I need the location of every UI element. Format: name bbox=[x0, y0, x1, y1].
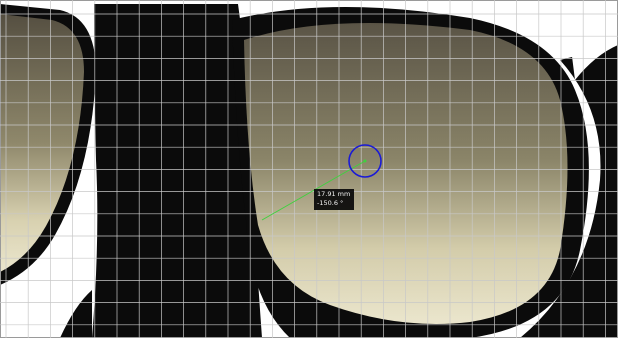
target-circle[interactable] bbox=[348, 144, 382, 178]
corner-background bbox=[565, 4, 618, 80]
left-lens bbox=[0, 14, 84, 272]
measurement-point[interactable] bbox=[363, 159, 367, 163]
left-temple bbox=[60, 290, 92, 338]
measurement-line[interactable] bbox=[261, 160, 366, 221]
measurement-readout: 17.91 mm -150.6 ° bbox=[314, 189, 355, 210]
right-temple bbox=[520, 45, 618, 338]
measurement-length: 17.91 mm bbox=[317, 190, 351, 198]
bridge bbox=[92, 4, 262, 338]
measurement-angle: -150.6 ° bbox=[317, 199, 344, 207]
